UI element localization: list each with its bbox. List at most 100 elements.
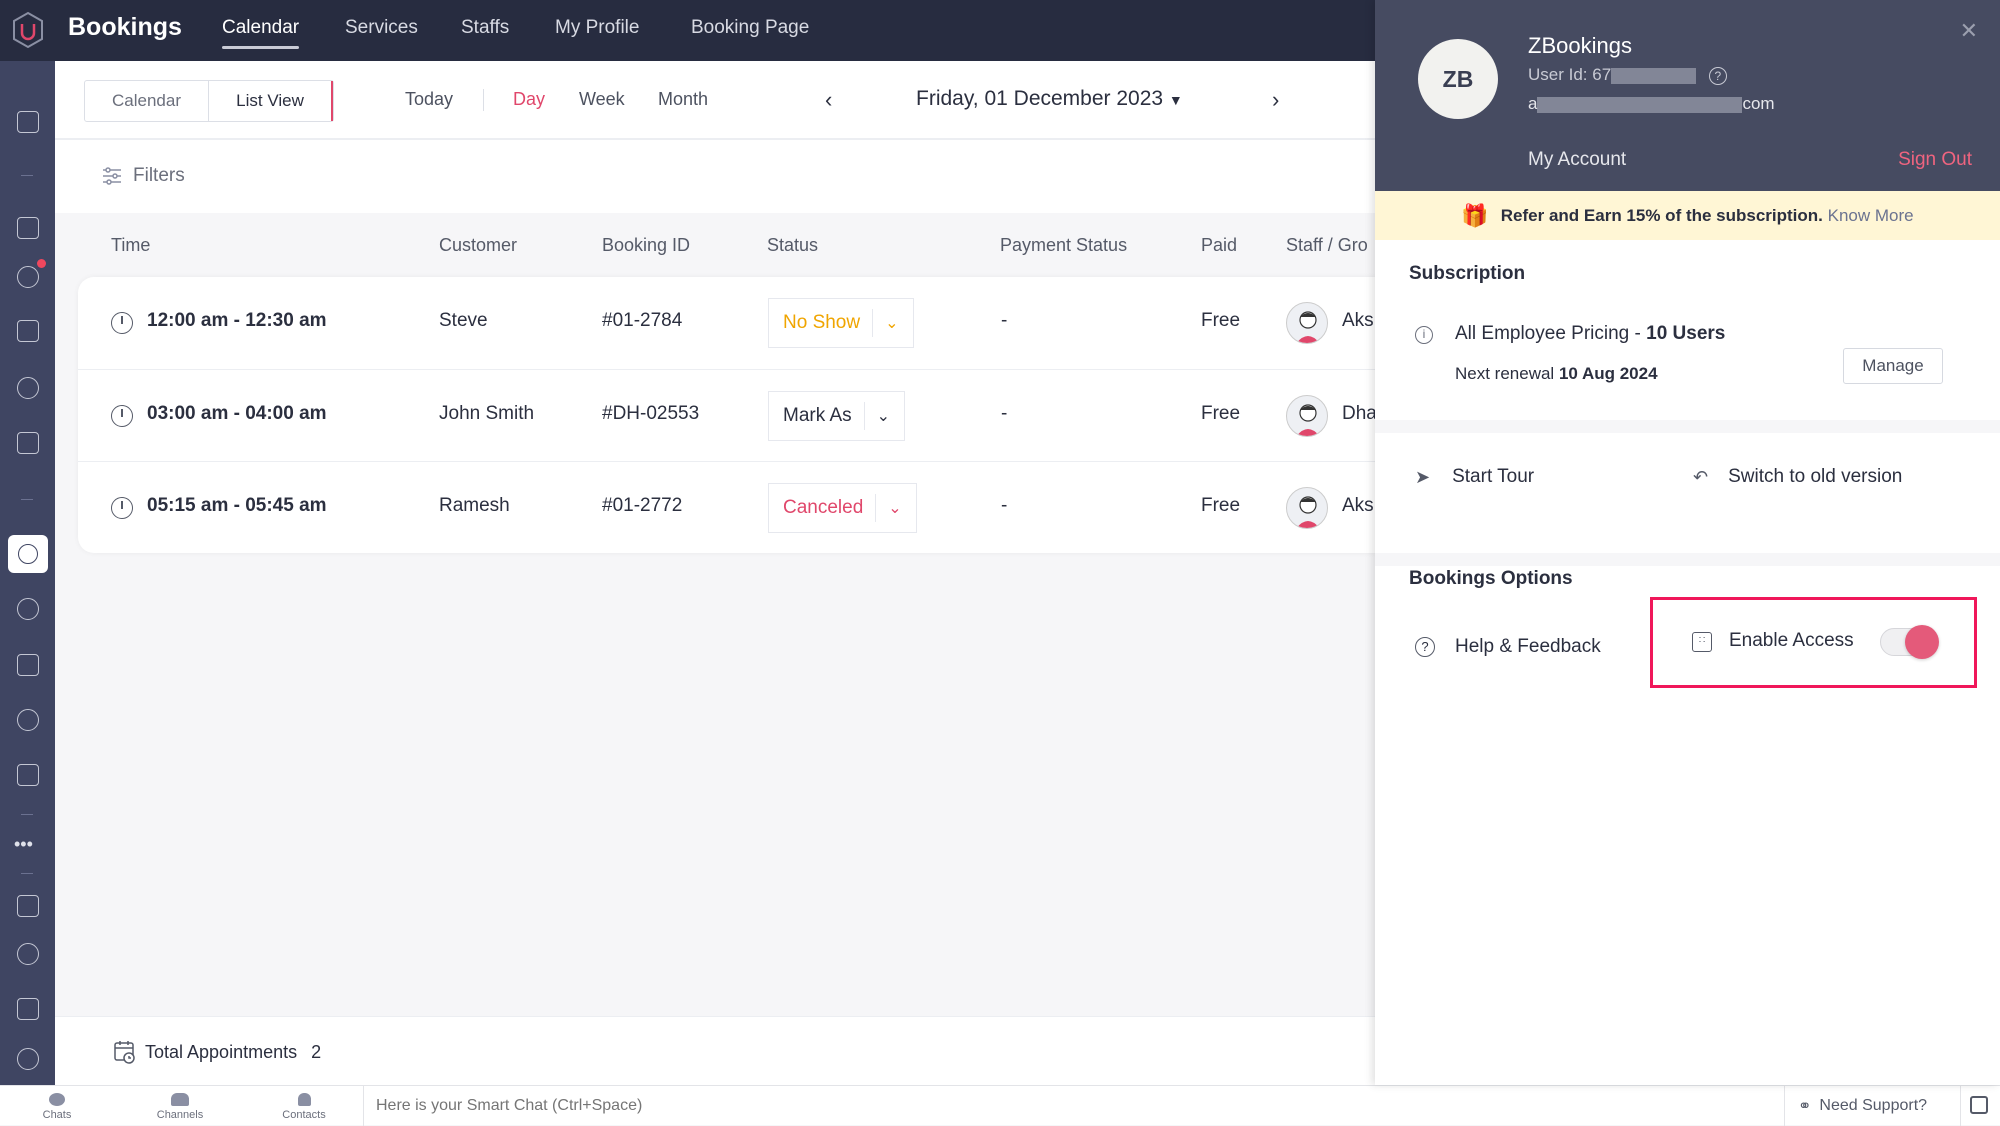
- status-label: Mark As: [783, 405, 852, 426]
- gift-icon: 🎁: [1461, 202, 1489, 228]
- table-row[interactable]: 03:00 am - 04:00 am John Smith #DH-02553…: [78, 369, 1388, 461]
- nav-services[interactable]: Services: [345, 17, 418, 38]
- sidebar-tag-icon[interactable]: [17, 432, 39, 454]
- subscription-title: Subscription: [1409, 263, 1526, 284]
- booking-id[interactable]: #DH-02553: [602, 403, 700, 424]
- chats-button[interactable]: Chats: [27, 1093, 87, 1121]
- table-row[interactable]: 12:00 am - 12:30 am Steve #01-2784 No Sh…: [78, 277, 1388, 369]
- customer-name[interactable]: Steve: [439, 310, 488, 331]
- today-button[interactable]: Today: [405, 89, 454, 109]
- calendar-clock-icon: [113, 1039, 137, 1065]
- status-dropdown[interactable]: Canceled ⌄: [768, 483, 917, 533]
- staff-avatar: [1286, 302, 1328, 344]
- calendar-view-button[interactable]: Calendar: [85, 81, 209, 121]
- col-booking-id: Booking ID: [602, 235, 691, 255]
- sidebar-tasks-icon[interactable]: [17, 598, 39, 620]
- current-date: Friday, 01 December 2023: [916, 87, 1164, 110]
- month-tab[interactable]: Month: [658, 89, 709, 109]
- start-tour-button[interactable]: ➤ Start Tour: [1415, 466, 1535, 487]
- payment-status: -: [1001, 495, 1008, 516]
- week-tab[interactable]: Week: [579, 89, 625, 109]
- channels-button[interactable]: Channels: [150, 1093, 210, 1121]
- nav-staffs[interactable]: Staffs: [461, 17, 510, 38]
- clock-icon: [111, 312, 133, 334]
- payment-status: -: [1001, 403, 1008, 424]
- nav-booking-page[interactable]: Booking Page: [691, 17, 810, 38]
- banner-text: Refer and Earn 15% of the subscription.: [1500, 205, 1823, 225]
- sidebar-zoom-icon[interactable]: [17, 943, 39, 965]
- sidebar-document-icon[interactable]: [17, 895, 39, 917]
- view-toggle: Calendar List View: [84, 80, 334, 122]
- smart-chat-input[interactable]: [366, 1089, 1781, 1123]
- manage-button[interactable]: Manage: [1843, 348, 1943, 384]
- sidebar-gallery-icon[interactable]: [17, 709, 39, 731]
- sidebar-home-icon[interactable]: [17, 111, 39, 133]
- sidebar-reports-icon[interactable]: [17, 320, 39, 342]
- day-tab[interactable]: Day: [513, 89, 546, 109]
- sidebar-people-icon[interactable]: [17, 654, 39, 676]
- total-appointments-value: 2: [311, 1041, 322, 1062]
- account-email: a com: [1528, 94, 1775, 113]
- bookings-table: 12:00 am - 12:30 am Steve #01-2784 No Sh…: [78, 277, 1388, 553]
- customer-name[interactable]: Ramesh: [439, 495, 510, 516]
- sidebar-inbox-icon[interactable]: [17, 998, 39, 1020]
- booking-time: 05:15 am - 05:45 am: [147, 495, 327, 516]
- filters-button[interactable]: Filters: [101, 165, 185, 187]
- chevron-down-icon: ⌄: [888, 500, 902, 517]
- close-icon[interactable]: ✕: [1959, 18, 1978, 43]
- user-id: User Id: 67 ?: [1528, 65, 1727, 85]
- paper-plane-icon: ➤: [1415, 466, 1431, 487]
- help-circle-icon[interactable]: ?: [1708, 67, 1727, 85]
- highlight-box: [1650, 597, 1977, 688]
- switch-old-version-button[interactable]: ↶ Switch to old version: [1693, 466, 1903, 487]
- enable-access-label: Enable Access: [1729, 630, 1854, 651]
- customer-name[interactable]: John Smith: [439, 403, 535, 424]
- summary-bar: Total Appointments 2: [55, 1016, 1375, 1085]
- sidebar-bookings-icon[interactable]: [8, 535, 48, 573]
- need-support-button[interactable]: ⚭ Need Support?: [1798, 1097, 1928, 1115]
- view-toolbar: Calendar List View Today Day Week Month …: [55, 61, 1375, 140]
- status-dropdown[interactable]: No Show ⌄: [768, 298, 914, 348]
- filters-label: Filters: [133, 165, 185, 186]
- account-panel: ZB ZBookings User Id: 67 ? a com My Accou…: [1375, 0, 2000, 1085]
- payment-status: -: [1001, 310, 1008, 331]
- booking-id[interactable]: #01-2784: [602, 310, 683, 331]
- sidebar-chat-icon[interactable]: [17, 764, 39, 786]
- person-icon: [297, 1093, 311, 1106]
- col-paid: Paid: [1201, 235, 1238, 255]
- enable-access-toggle[interactable]: [1880, 625, 1939, 659]
- prev-date-button[interactable]: ‹: [825, 87, 833, 112]
- sidebar-badge-icon[interactable]: [17, 1048, 39, 1070]
- know-more-link[interactable]: Know More: [1827, 205, 1914, 225]
- next-date-button[interactable]: ›: [1272, 87, 1280, 112]
- sliders-icon: [101, 165, 123, 187]
- sidebar-search-icon[interactable]: [17, 377, 39, 399]
- status-dropdown[interactable]: Mark As ⌄: [768, 391, 906, 441]
- col-payment-status: Payment Status: [1000, 235, 1128, 255]
- nav-my-profile[interactable]: My Profile: [555, 17, 640, 38]
- my-account-link[interactable]: My Account: [1528, 149, 1627, 170]
- booking-time: 03:00 am - 04:00 am: [147, 403, 327, 424]
- clock-icon: [111, 497, 133, 519]
- sidebar-more-icon[interactable]: •••: [14, 834, 33, 854]
- sidebar-integrations-icon[interactable]: [17, 259, 46, 288]
- sign-out-link[interactable]: Sign Out: [1898, 149, 1972, 170]
- help-feedback-button[interactable]: ? Help & Feedback: [1415, 636, 1601, 658]
- col-customer: Customer: [439, 235, 518, 255]
- account-name: ZBookings: [1528, 33, 1632, 58]
- contacts-button[interactable]: Contacts: [274, 1093, 334, 1121]
- caret-down-icon: ▼: [1168, 92, 1183, 108]
- nav-calendar[interactable]: Calendar: [222, 17, 300, 49]
- notes-icon[interactable]: [1970, 1096, 1988, 1114]
- sidebar-chart-icon[interactable]: [17, 217, 39, 239]
- date-picker[interactable]: Friday, 01 December 2023 ▼: [916, 87, 1183, 111]
- top-bar: Bookings Calendar Services Staffs My Pro…: [0, 0, 1375, 61]
- app-logo-icon: [10, 10, 46, 50]
- table-row[interactable]: 05:15 am - 05:45 am Ramesh #01-2772 Canc…: [78, 461, 1388, 553]
- booking-id[interactable]: #01-2772: [602, 495, 683, 516]
- divider: [483, 89, 484, 111]
- list-view-button[interactable]: List View: [209, 81, 333, 121]
- sidebar-divider: [21, 499, 33, 500]
- grid-dots-icon: ∷: [1692, 632, 1712, 652]
- bottom-bar: Chats Channels Contacts ⚭Need Support?: [0, 1085, 2000, 1126]
